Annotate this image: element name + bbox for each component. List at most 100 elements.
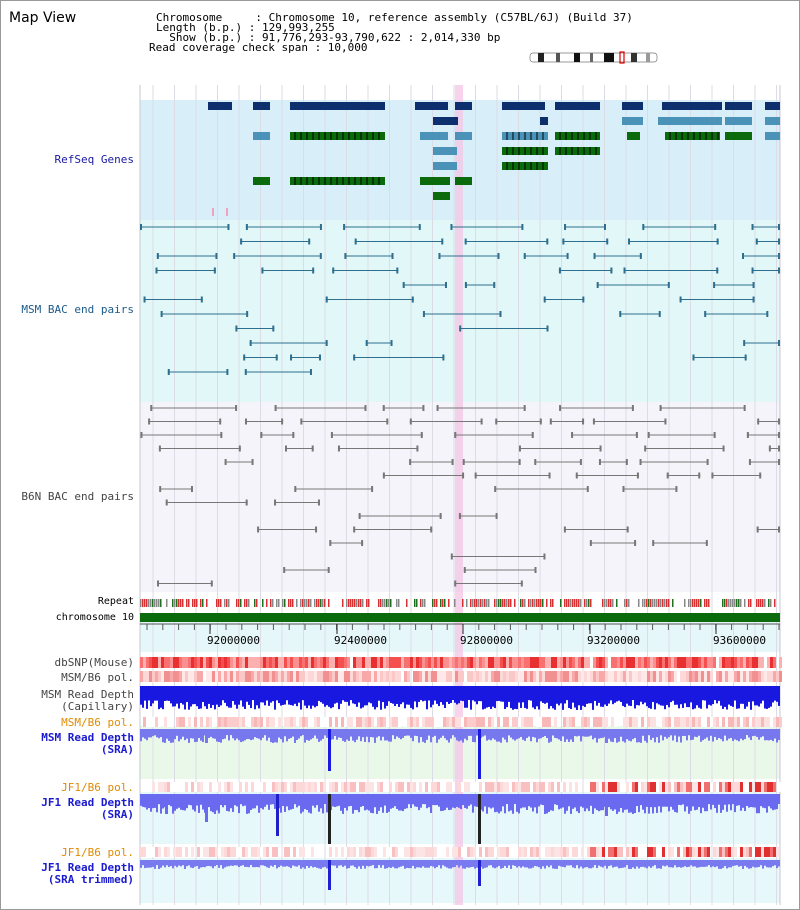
heat-cell [389, 671, 392, 682]
depth-bar [728, 794, 730, 805]
repeat-element [142, 599, 144, 607]
repeat-element [672, 599, 674, 607]
gene-model [555, 102, 600, 110]
heat-cell [191, 657, 194, 668]
heat-cell [704, 782, 707, 792]
dbsnp-label[interactable]: dbSNP(Mouse) [54, 656, 134, 669]
depth-bar [162, 686, 164, 710]
heat-cell [176, 847, 179, 857]
heat-cell [212, 847, 215, 857]
depth-bar [354, 686, 356, 705]
heat-cell [755, 847, 758, 857]
depth-bar [376, 686, 378, 708]
depth-bar [228, 729, 230, 741]
depth-bar [560, 729, 562, 741]
depth-bar [688, 729, 690, 736]
depth-bar [256, 686, 258, 706]
msm-read-depth-sra-label-1[interactable]: MSM Read Depth [41, 731, 134, 744]
depth-bar [734, 860, 736, 866]
refseq-label[interactable]: RefSeq Genes [54, 153, 134, 166]
depth-bar [152, 686, 154, 704]
heat-cell [416, 671, 419, 682]
heat-cell [197, 782, 200, 792]
jf1-b6-pol-label[interactable]: JF1/B6 pol. [61, 781, 134, 794]
depth-bar [730, 686, 732, 706]
bac-end [593, 253, 596, 259]
heat-cell [416, 657, 419, 668]
heat-cell [254, 782, 257, 792]
bac-end [219, 418, 222, 425]
heat-cell [545, 671, 548, 682]
depth-bar [670, 794, 672, 807]
depth-bar [626, 686, 628, 704]
bac-end [639, 459, 642, 465]
heat-cell [269, 657, 272, 668]
bac-end [430, 526, 433, 533]
depth-bar [628, 794, 630, 813]
depth-bar [664, 686, 666, 710]
depth-bar [212, 686, 214, 706]
depth-bar [428, 686, 430, 701]
bac-end [497, 253, 500, 259]
depth-bar [720, 860, 722, 869]
heat-cell [689, 657, 692, 668]
depth-bar [774, 860, 776, 866]
bac-end [200, 296, 203, 303]
depth-bar [316, 860, 318, 868]
heat-cell [284, 657, 287, 668]
depth-bar [702, 686, 704, 701]
depth-bar [352, 686, 354, 704]
repeat-element [574, 599, 576, 607]
depth-bar [634, 729, 636, 738]
heat-cell [320, 717, 323, 727]
heat-cell [746, 847, 749, 857]
depth-bar [408, 794, 410, 805]
depth-bar [652, 794, 654, 814]
depth-bar [572, 794, 574, 809]
bac-end [158, 445, 161, 452]
jf1-read-depth-trimmed-label-1[interactable]: JF1 Read Depth [41, 861, 134, 874]
bac-end [364, 405, 367, 411]
depth-bar [252, 860, 254, 868]
depth-bar [238, 794, 240, 814]
depth-bar [210, 860, 212, 867]
heat-cell [227, 671, 230, 682]
heat-cell [479, 717, 482, 727]
depth-bar [266, 729, 268, 741]
bac-end [227, 224, 230, 230]
heat-cell [695, 671, 698, 682]
heat-cell [308, 782, 311, 792]
heat-cell [722, 847, 725, 857]
msm-bac-label[interactable]: MSM BAC end pairs [21, 303, 134, 316]
heat-cell [440, 717, 443, 727]
heat-cell [590, 847, 593, 857]
heat-cell [602, 657, 605, 668]
depth-bar [576, 686, 578, 710]
heat-cell [182, 657, 185, 668]
msm-read-depth-capillary-label-1[interactable]: MSM Read Depth [41, 688, 134, 701]
depth-bar [544, 686, 546, 704]
depth-bar [302, 794, 304, 812]
jf1-read-depth-label-1[interactable]: JF1 Read Depth [41, 796, 134, 809]
depth-bar [476, 860, 478, 868]
heat-cell [569, 847, 572, 857]
heat-cell [743, 717, 746, 727]
b6n-bac-label[interactable]: B6N BAC end pairs [21, 490, 134, 503]
bac-end [418, 224, 421, 230]
heat-cell [557, 847, 560, 857]
heat-cell [149, 657, 152, 668]
depth-bar [524, 729, 526, 741]
repeat-element [560, 599, 562, 607]
depth-bar [706, 860, 708, 867]
msm-b6-pol-sra-label[interactable]: MSM/B6 pol. [61, 716, 134, 729]
jf1-depth-sra [140, 794, 780, 844]
depth-bar [404, 686, 406, 709]
depth-bar [178, 860, 180, 866]
depth-bar [290, 686, 292, 706]
depth-bar [452, 729, 454, 736]
msm-b6-pol-label[interactable]: MSM/B6 pol. [61, 671, 134, 684]
pol-hotspots [590, 782, 776, 857]
jf1-b6-pol-trimmed-label[interactable]: JF1/B6 pol. [61, 846, 134, 859]
heat-cell [308, 657, 311, 668]
bac-end [543, 296, 546, 303]
